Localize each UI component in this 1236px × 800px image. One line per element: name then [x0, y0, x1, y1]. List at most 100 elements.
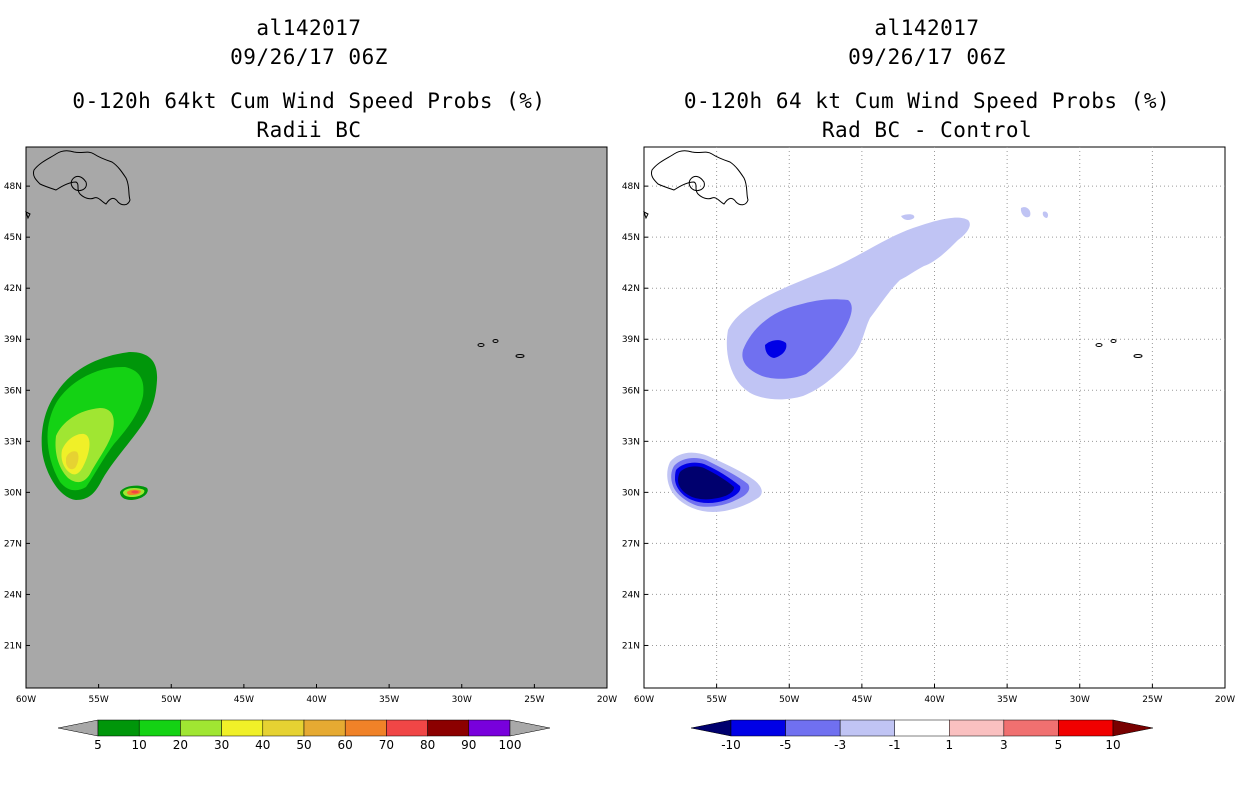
- azores-island: [515, 354, 525, 358]
- colorbar-label: 3: [1000, 738, 1008, 752]
- colorbar-segment: [97, 719, 140, 737]
- colorbar-label: 30: [214, 738, 229, 752]
- coastline: [25, 150, 525, 358]
- diff-minus1-small-b: [1020, 207, 1031, 218]
- diff-minus3: [742, 299, 852, 379]
- colorbar-label: 1: [945, 738, 953, 752]
- colorbar-label: 10: [1105, 738, 1120, 752]
- colorbar-label: -10: [721, 738, 741, 752]
- newfoundland-coast: [688, 175, 705, 191]
- diff-minus1-small-a: [901, 214, 915, 221]
- y-tick-label: 24N: [4, 590, 22, 600]
- right-panel: al142017 09/26/17 06Z 0-120h 64 kt Cum W…: [618, 0, 1236, 800]
- contour-70b: [131, 490, 139, 494]
- x-tick-label: 30W: [1070, 695, 1090, 705]
- y-tick-label: 30N: [4, 488, 22, 498]
- azores-island: [1133, 354, 1143, 358]
- colorbar-segment: [949, 719, 1005, 737]
- x-tick-label: 40W: [924, 695, 944, 705]
- x-tick-label: 55W: [88, 695, 108, 705]
- x-axis: 60W 55W 50W 45W 40W 35W 30W 25W 20W: [16, 684, 617, 705]
- probability-contours: [41, 352, 158, 500]
- azores-island: [492, 339, 499, 343]
- colorbar-segment: [894, 719, 950, 737]
- nova-scotia-coast: [25, 211, 31, 220]
- x-tick-label: 25W: [1142, 695, 1162, 705]
- x-tick-label: 60W: [634, 695, 654, 705]
- colorbar-label: -5: [780, 738, 792, 752]
- colorbar-over-arrow: [509, 719, 551, 737]
- difference-map: 48N 45N 42N 39N 36N 33N 30N 27N 24N 21N 60W 55W 50W…: [622, 146, 1235, 752]
- x-tick-label: 35W: [997, 695, 1017, 705]
- colorbar: -10 -5 -3 -1 1 3 5 10: [690, 719, 1154, 752]
- y-tick-label: 42N: [4, 284, 22, 294]
- coastline: [643, 150, 1143, 358]
- colorbar-segment: [839, 719, 895, 737]
- azores-island: [1110, 339, 1117, 343]
- y-tick-label: 21N: [622, 641, 640, 651]
- y-tick-label: 45N: [622, 233, 640, 243]
- left-panel: al142017 09/26/17 06Z 0-120h 64kt Cum Wi…: [4, 16, 617, 752]
- colorbar-under-arrow: [690, 719, 732, 737]
- colorbar-segment: [386, 719, 428, 737]
- colorbar-segment: [1058, 719, 1114, 737]
- contour-40: [66, 451, 79, 470]
- colorbar-label: 80: [420, 738, 435, 752]
- colorbar-segment: [785, 719, 841, 737]
- x-tick-label: 45W: [234, 695, 254, 705]
- storm-id: al142017: [874, 16, 980, 40]
- y-tick-label: 24N: [622, 590, 640, 600]
- x-tick-label: 50W: [161, 695, 181, 705]
- colorbar-segment: [138, 719, 181, 737]
- x-axis: 60W 55W 50W 45W 40W 35W 30W 25W 20W: [634, 684, 1235, 705]
- datetime: 09/26/17 06Z: [230, 45, 388, 69]
- azores-island: [1095, 343, 1103, 347]
- x-tick-label: 25W: [524, 695, 544, 705]
- colorbar-over-arrow: [1112, 719, 1154, 737]
- colorbar-under-arrow: [57, 719, 99, 737]
- colorbar-label: -1: [889, 738, 901, 752]
- x-tick-label: 30W: [452, 695, 472, 705]
- colorbar-segment: [468, 719, 511, 737]
- colorbar-segment: [221, 719, 264, 737]
- colorbar-label: 40: [255, 738, 270, 752]
- colorbar-label: 50: [296, 738, 311, 752]
- colorbar-segment: [730, 719, 786, 737]
- y-tick-label: 21N: [4, 641, 22, 651]
- y-tick-label: 33N: [4, 437, 22, 447]
- probability-map: 48N 45N 42N 39N 36N 33N 30N 27N 24N 21N 60W 55W 50W…: [4, 146, 617, 752]
- colorbar-label: 10: [132, 738, 147, 752]
- difference-contours: [667, 207, 1049, 512]
- diff-minus1-small-c: [1042, 211, 1049, 218]
- x-tick-label: 55W: [706, 695, 726, 705]
- x-tick-label: 50W: [779, 695, 799, 705]
- colorbar-segment: [303, 719, 346, 737]
- colorbar-segment: [1003, 719, 1059, 737]
- y-tick-label: 48N: [622, 182, 640, 192]
- map-title: 0-120h 64kt Cum Wind Speed Probs (%): [72, 89, 546, 113]
- newfoundland-coast: [70, 175, 87, 191]
- y-axis: 48N 45N 42N 39N 36N 33N 30N 27N 24N 21N: [4, 182, 30, 651]
- newfoundland-coast: [33, 150, 131, 206]
- nova-scotia-coast: [643, 211, 649, 220]
- colorbar-label: 90: [461, 738, 476, 752]
- colorbar: 5 10 20 30 40 50 60 70 80 90 100: [57, 719, 551, 752]
- y-tick-label: 27N: [622, 539, 640, 549]
- y-tick-label: 33N: [622, 437, 640, 447]
- colorbar-label: 60: [338, 738, 353, 752]
- newfoundland-coast: [651, 150, 749, 206]
- x-tick-label: 60W: [16, 695, 36, 705]
- x-tick-label: 45W: [852, 695, 872, 705]
- colorbar-label: 5: [94, 738, 102, 752]
- map-subtitle: Rad BC - Control: [821, 118, 1033, 142]
- y-tick-label: 39N: [4, 335, 22, 345]
- y-tick-label: 48N: [4, 182, 22, 192]
- storm-id: al142017: [256, 16, 362, 40]
- colorbar-label: -3: [834, 738, 846, 752]
- y-tick-label: 27N: [4, 539, 22, 549]
- diff-minus5: [765, 340, 787, 358]
- y-tick-label: 36N: [622, 386, 640, 396]
- diff-minus10-south: [678, 466, 734, 500]
- datetime: 09/26/17 06Z: [848, 45, 1006, 69]
- map-title: 0-120h 64 kt Cum Wind Speed Probs (%): [683, 89, 1171, 113]
